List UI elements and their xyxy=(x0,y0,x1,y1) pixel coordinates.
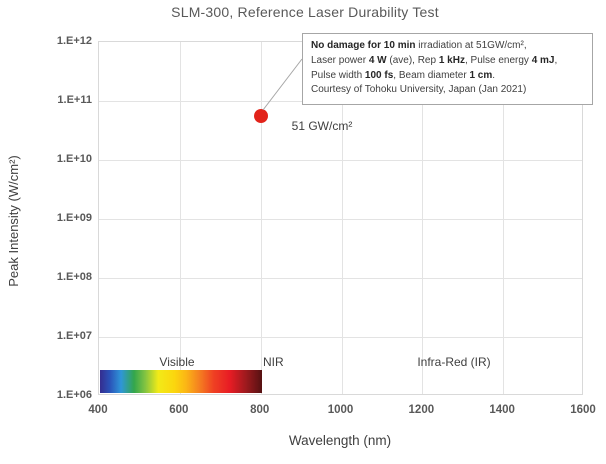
x-tick-label: 400 xyxy=(88,404,108,416)
chart-title: SLM-300, Reference Laser Durability Test xyxy=(171,4,439,20)
x-tick-label: 600 xyxy=(169,404,189,416)
x-tick-label: 1000 xyxy=(327,404,354,416)
region-label-infrared: Infra-Red (IR) xyxy=(417,355,491,369)
x-tick-label: 1400 xyxy=(489,404,515,416)
annotation-text-line: Pulse width 100 fs, Beam diameter 1 cm. xyxy=(311,69,496,81)
y-tick-label: 1.E+10 xyxy=(56,153,92,165)
region-label-visible: Visible xyxy=(159,355,195,369)
region-label-nir: NIR xyxy=(263,355,284,369)
horizontal-gridline xyxy=(99,337,582,338)
y-tick-label: 1.E+11 xyxy=(57,94,92,106)
vertical-gridline xyxy=(503,42,504,394)
vertical-gridline xyxy=(342,42,343,394)
annotation-text-line: No damage for 10 min irradiation at 51GW… xyxy=(311,40,527,51)
vertical-gridline xyxy=(180,42,181,394)
horizontal-gridline xyxy=(99,278,582,279)
annotation-box: No damage for 10 min irradiation at 51GW… xyxy=(302,33,593,106)
y-tick-label: 1.E+07 xyxy=(56,330,92,342)
x-tick-label: 1200 xyxy=(408,404,435,416)
annotation-text-line: Laser power 4 W (ave), Rep 1 kHz, Pulse … xyxy=(311,54,558,66)
x-axis-title: Wavelength (nm) xyxy=(288,433,392,448)
vertical-gridline xyxy=(422,42,423,394)
y-tick-label: 1.E+08 xyxy=(56,271,92,283)
data-point-marker xyxy=(254,109,268,123)
vertical-gridline xyxy=(261,42,262,394)
horizontal-gridline xyxy=(99,160,582,161)
x-tick-label: 1600 xyxy=(570,404,596,416)
y-tick-label: 1.E+09 xyxy=(56,212,92,224)
data-point-label: 51 GW/cm² xyxy=(291,119,353,133)
visible-spectrum-bar xyxy=(100,370,262,393)
annotation-text-line: Courtesy of Tohoku University, Japan (Ja… xyxy=(311,84,527,96)
horizontal-gridline xyxy=(99,219,582,220)
x-tick-label: 800 xyxy=(250,404,270,416)
y-tick-label: 1.E+12 xyxy=(56,35,92,47)
y-tick-label: 1.E+06 xyxy=(56,389,92,401)
y-axis-title: Peak Intensity (W/cm²) xyxy=(6,155,21,287)
